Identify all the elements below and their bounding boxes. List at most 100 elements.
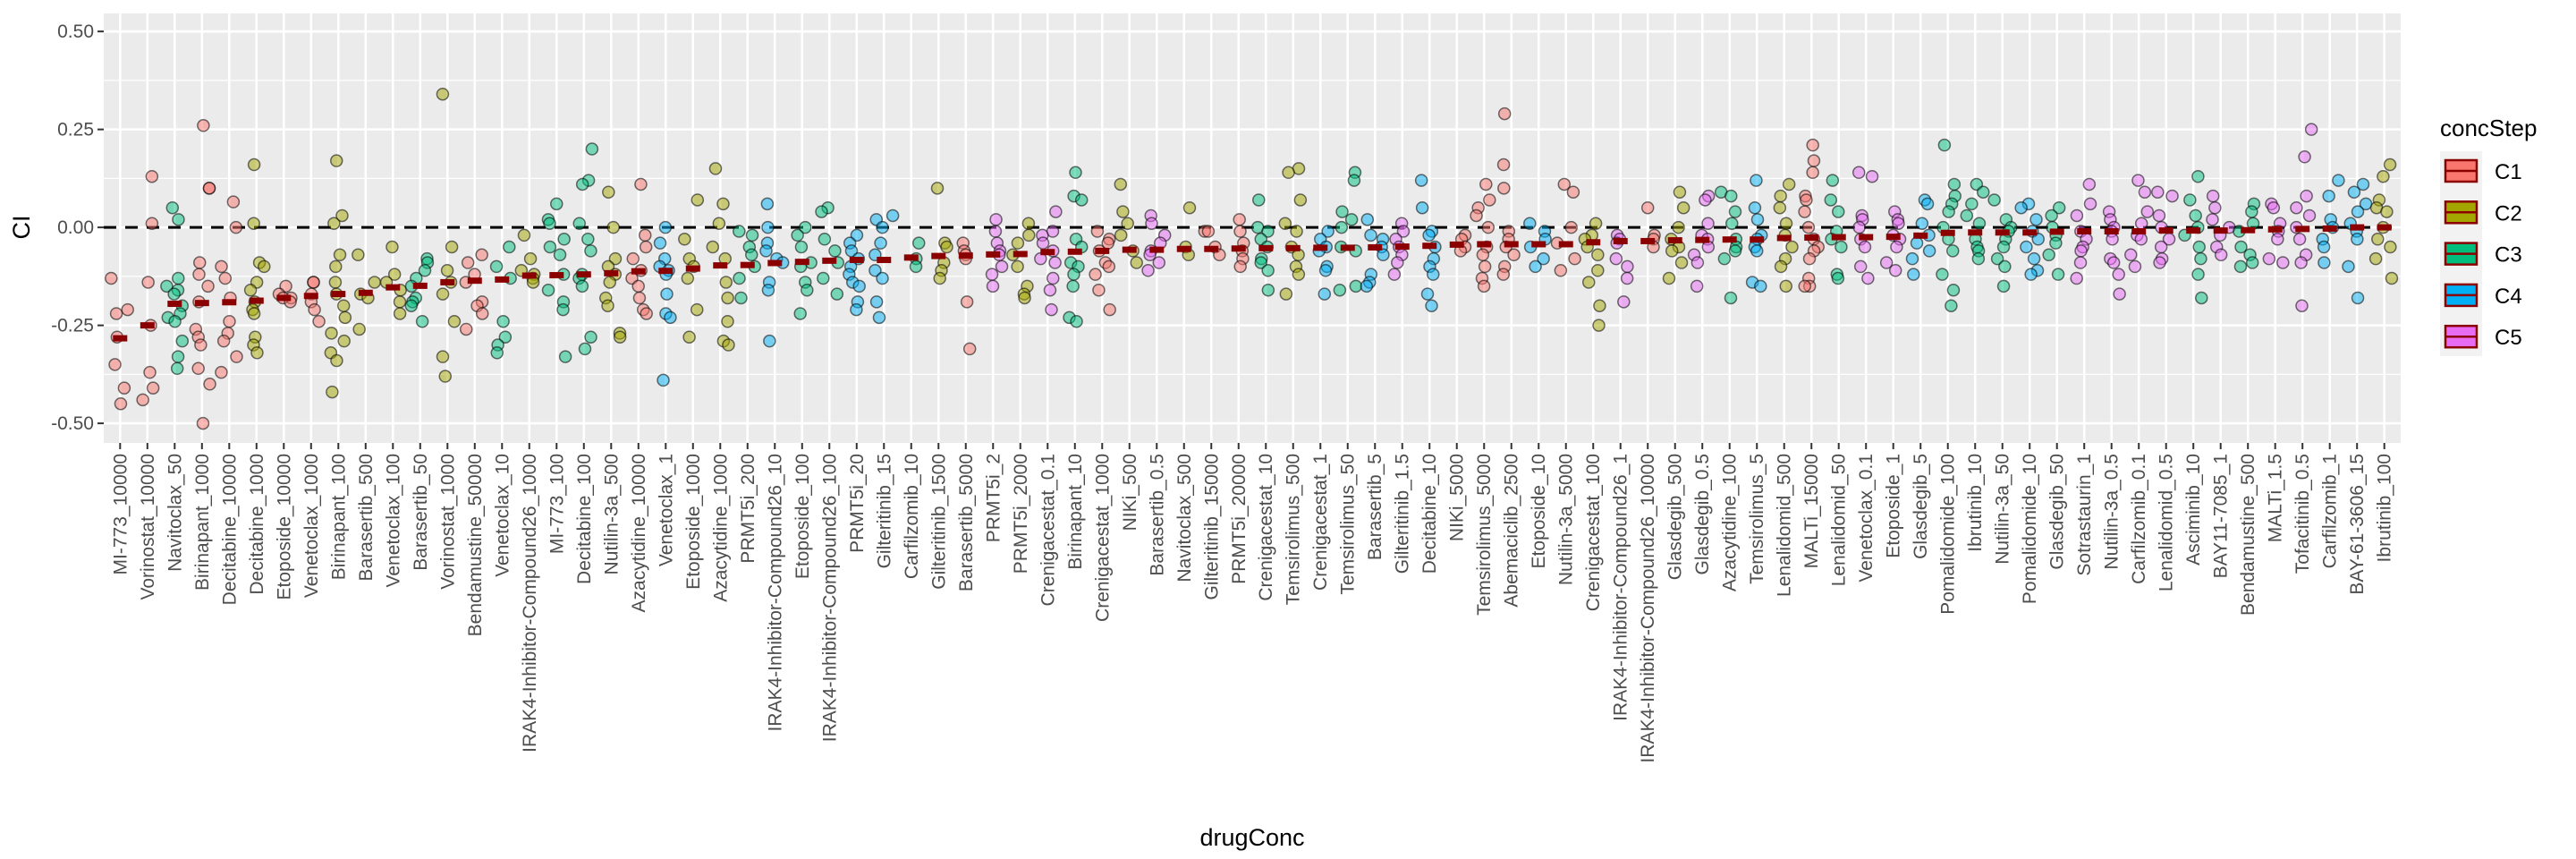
data-point <box>1477 279 1491 293</box>
data-point <box>1377 248 1390 262</box>
data-point <box>1233 213 1246 226</box>
data-point <box>1090 225 1105 238</box>
data-point <box>2042 248 2055 262</box>
data-point <box>307 276 320 289</box>
data-point <box>247 307 261 320</box>
data-point <box>436 350 450 363</box>
data-point <box>1282 166 1295 180</box>
x-tick-label: PRMT5i_20000 <box>1229 454 1250 584</box>
data-point <box>2073 256 2088 269</box>
data-point <box>584 244 597 258</box>
x-tick-label: NIKi_500 <box>1120 454 1140 531</box>
data-point <box>1865 169 1879 183</box>
data-point <box>1592 319 1606 332</box>
y-tick-label: 0.50 <box>57 21 94 42</box>
x-tick-label: Temsirolimus_5 <box>1747 454 1767 584</box>
median-bar <box>1449 241 1464 248</box>
x-tick-label: Venetoclax_1 <box>656 454 676 566</box>
data-point <box>2371 233 2385 246</box>
median-bar <box>877 256 892 263</box>
data-point <box>1996 240 2011 254</box>
data-point <box>114 396 128 411</box>
median-bar <box>2158 227 2174 234</box>
data-point <box>1182 200 1197 215</box>
median-bar <box>1586 239 1601 246</box>
data-point <box>1826 174 1840 187</box>
data-point <box>1145 217 1158 230</box>
data-point <box>327 217 341 230</box>
x-tick-label: Nutilin-3a_5000 <box>1556 454 1577 585</box>
data-point <box>329 154 343 167</box>
data-point <box>1470 208 1483 223</box>
data-point <box>734 291 748 305</box>
data-point <box>496 314 510 328</box>
data-point <box>1557 177 1572 191</box>
x-tick-label: Birinapant_100 <box>328 454 349 580</box>
data-point <box>578 342 592 356</box>
data-point <box>1699 193 1712 207</box>
data-point <box>1998 259 2012 274</box>
y-tick-label: -0.50 <box>51 413 94 434</box>
data-point <box>1673 185 1687 199</box>
x-tick-label: Decitabine_100 <box>574 454 595 584</box>
median-bar <box>1531 241 1546 248</box>
median-bar <box>1176 245 1191 252</box>
x-tick-label: NIKi_5000 <box>1447 454 1468 541</box>
y-tick-label: 0.00 <box>57 217 94 238</box>
data-point <box>2302 208 2317 223</box>
data-point <box>2138 185 2152 199</box>
data-point <box>2380 205 2394 218</box>
data-point <box>1910 236 1924 250</box>
data-point <box>557 233 571 246</box>
data-point <box>2208 200 2222 215</box>
data-point <box>1750 174 1763 187</box>
data-point <box>1252 193 1266 207</box>
data-point <box>791 228 804 242</box>
data-point <box>818 233 832 246</box>
data-point <box>1292 268 1306 281</box>
median-bar <box>1013 251 1028 258</box>
median-bar <box>849 256 864 263</box>
x-tick-label: Glasdegib_50 <box>2047 454 2068 570</box>
median-bar <box>903 254 919 261</box>
data-point <box>136 393 149 407</box>
data-point <box>108 358 122 371</box>
x-tick-label: MI-773_10000 <box>110 454 131 574</box>
data-point <box>722 338 735 352</box>
data-point <box>1779 279 1792 293</box>
data-point <box>1591 264 1605 277</box>
data-point <box>2292 233 2307 246</box>
data-point <box>2276 256 2290 269</box>
data-point <box>581 233 595 246</box>
x-tick-label: Carfilzomib_10 <box>902 454 922 579</box>
data-point <box>716 197 730 211</box>
data-point <box>171 350 185 363</box>
data-point <box>1750 244 1764 258</box>
data-point <box>172 213 185 226</box>
x-tick-label: Barasertib_500 <box>356 454 377 581</box>
x-tick-label: Nutilin-3a_500 <box>601 454 622 574</box>
data-point <box>121 302 134 317</box>
data-point <box>197 119 210 132</box>
median-bar <box>2049 228 2064 235</box>
data-point <box>2192 240 2206 254</box>
data-point <box>2356 177 2370 191</box>
data-point <box>940 240 953 254</box>
data-point <box>2317 240 2331 254</box>
data-point <box>196 416 210 430</box>
data-point <box>986 279 1000 293</box>
data-point <box>1507 248 1521 262</box>
data-point <box>2290 200 2303 215</box>
data-point <box>1333 283 1347 297</box>
data-point <box>660 287 674 301</box>
data-point <box>1279 287 1293 301</box>
median-bar <box>2322 225 2337 232</box>
data-point <box>1990 251 2004 266</box>
x-tick-label: Etoposide_100 <box>792 454 813 579</box>
data-point <box>745 248 758 262</box>
data-point <box>2322 189 2335 203</box>
data-point <box>2106 256 2121 269</box>
median-bar <box>1667 237 1682 244</box>
data-point <box>146 381 160 395</box>
data-point <box>1036 236 1050 250</box>
